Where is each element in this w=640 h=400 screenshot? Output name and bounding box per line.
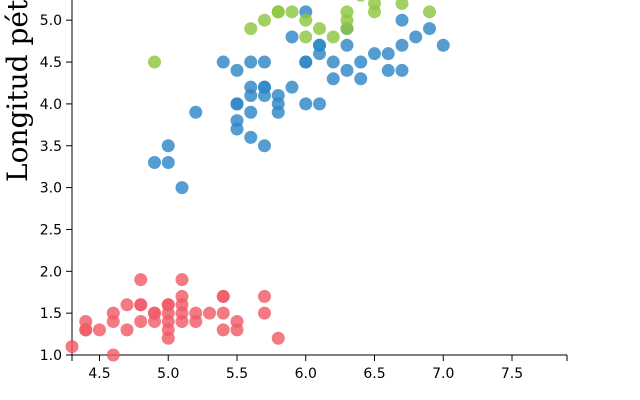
data-point <box>395 38 409 52</box>
y-axis-title: Longitud péta <box>1 0 34 182</box>
y-tick-label: 3.0 <box>40 181 62 197</box>
data-point <box>423 5 436 19</box>
data-point <box>161 155 175 169</box>
x-tick-label: 5.5 <box>226 366 248 382</box>
data-point <box>258 289 271 303</box>
data-point <box>423 22 436 36</box>
data-point <box>203 306 216 320</box>
data-point <box>299 30 313 44</box>
data-point <box>340 38 354 52</box>
data-point <box>258 55 271 69</box>
data-point <box>395 63 409 77</box>
data-point <box>395 13 409 27</box>
data-point <box>381 47 395 61</box>
data-point <box>299 13 313 27</box>
data-point <box>244 22 258 36</box>
data-point <box>409 30 423 44</box>
y-tick-label: 4.5 <box>40 55 62 71</box>
data-point <box>79 323 93 337</box>
data-point <box>340 63 354 77</box>
y-tick-label: 4.0 <box>40 97 62 113</box>
data-point <box>120 323 134 337</box>
data-point <box>258 139 271 153</box>
data-point <box>258 306 271 320</box>
data-point <box>299 55 313 69</box>
data-point <box>216 323 230 337</box>
data-point <box>381 63 395 77</box>
data-point <box>299 97 313 111</box>
data-point <box>340 5 354 19</box>
data-point <box>244 89 258 103</box>
x-tick-label: 5.0 <box>157 366 179 382</box>
data-point <box>395 0 409 10</box>
data-point <box>189 105 203 119</box>
data-point <box>134 273 148 287</box>
y-tick-label: 3.5 <box>40 139 62 155</box>
data-point <box>120 298 134 312</box>
data-point <box>134 315 148 329</box>
data-point <box>175 181 189 195</box>
data-point <box>216 55 230 69</box>
data-point <box>230 63 244 77</box>
data-point <box>161 139 175 153</box>
data-point <box>313 22 326 36</box>
data-point <box>271 5 285 19</box>
data-point <box>356 0 366 2</box>
data-point <box>175 315 189 329</box>
data-point <box>189 315 203 329</box>
data-point <box>148 306 161 320</box>
data-point <box>216 306 230 320</box>
x-tick-label: 6.5 <box>363 366 385 382</box>
data-point <box>106 315 120 329</box>
data-point <box>368 5 381 19</box>
data-point <box>436 38 450 52</box>
y-tick-label: 2.0 <box>40 264 62 280</box>
x-tick-label: 4.5 <box>88 366 110 382</box>
data-point <box>313 97 326 111</box>
data-point <box>134 298 148 312</box>
data-point <box>258 89 271 103</box>
y-tick-label: 1.0 <box>40 348 62 364</box>
data-point <box>326 55 340 69</box>
data-point <box>148 155 161 169</box>
x-tick-label: 7.0 <box>432 366 454 382</box>
y-axis: 1.0 1.5 2.0 2.5 3.0 3.5 4.0 4.5 5.0 <box>40 0 73 364</box>
data-point <box>285 30 299 44</box>
data-point <box>175 273 189 287</box>
data-point <box>93 323 106 337</box>
data-point <box>368 47 381 61</box>
x-axis: 4.5 5.0 5.5 6.0 6.5 7.0 7.5 <box>71 354 568 382</box>
data-point <box>175 298 189 312</box>
data-points <box>65 0 450 362</box>
data-point <box>244 130 258 144</box>
data-point <box>230 97 244 111</box>
data-point <box>326 72 340 86</box>
data-point <box>148 55 161 69</box>
data-point <box>313 38 326 52</box>
data-point <box>285 5 299 19</box>
data-point <box>271 331 285 345</box>
x-tick-label: 7.5 <box>501 366 523 382</box>
y-tick-label: 2.5 <box>40 222 62 238</box>
y-tick-label: 1.5 <box>40 306 62 322</box>
data-point <box>285 80 299 94</box>
data-point <box>271 105 285 119</box>
data-point <box>161 298 175 312</box>
x-tick-label: 6.0 <box>295 366 317 382</box>
data-point <box>354 72 368 86</box>
data-point <box>244 105 258 119</box>
data-point <box>161 331 175 345</box>
data-point <box>326 30 340 44</box>
data-point <box>230 323 244 337</box>
data-point <box>65 340 79 354</box>
data-point <box>106 348 120 362</box>
data-point <box>354 55 368 69</box>
data-point <box>216 289 230 303</box>
data-point <box>258 13 271 27</box>
y-tick-label: 5.0 <box>40 13 62 29</box>
data-point <box>230 122 244 136</box>
data-point <box>244 55 258 69</box>
